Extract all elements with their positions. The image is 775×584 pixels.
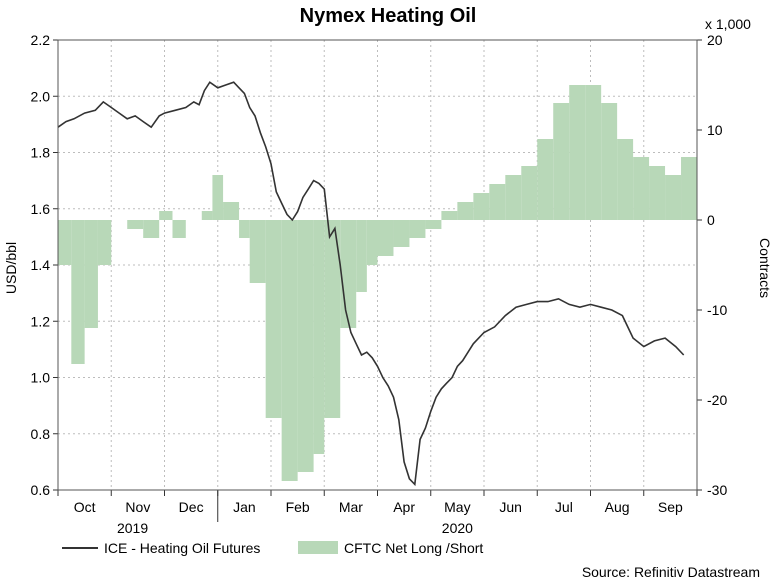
net-position-bar xyxy=(489,184,506,220)
left-axis-tick-label: 0.8 xyxy=(31,426,51,442)
net-position-bar xyxy=(521,166,538,220)
net-position-bar xyxy=(585,85,602,220)
net-position-bar xyxy=(356,220,367,292)
x-axis-month-label: Oct xyxy=(74,499,96,515)
x-axis-month-label: Aug xyxy=(605,499,630,515)
net-position-bar xyxy=(457,202,474,220)
right-axis-title: Contracts xyxy=(757,238,773,298)
net-position-bar xyxy=(601,103,618,220)
right-axis-tick-label: 20 xyxy=(707,32,723,48)
x-axis-month-label: May xyxy=(444,499,470,515)
net-position-bar xyxy=(127,220,144,229)
net-position-bar xyxy=(172,220,186,238)
x-axis-month-label: Jan xyxy=(233,499,256,515)
net-position-bar xyxy=(84,220,98,328)
net-position-bar xyxy=(249,220,266,283)
x-axis-year-label: 2020 xyxy=(442,520,473,536)
right-axis-tick-label: -20 xyxy=(707,392,727,408)
net-position-bar xyxy=(473,193,490,220)
left-axis-tick-label: 1.8 xyxy=(31,145,51,161)
net-position-bar xyxy=(665,175,682,220)
x-axis-year-label: 2019 xyxy=(117,520,148,536)
net-position-bar xyxy=(505,175,522,220)
net-position-bar xyxy=(313,220,325,454)
net-position-bar xyxy=(649,166,666,220)
net-position-bar xyxy=(239,220,250,238)
net-position-bar xyxy=(143,220,160,238)
gridlines xyxy=(57,39,698,491)
net-position-bar xyxy=(553,103,570,220)
legend-item-cftc: CFTC Net Long /Short xyxy=(344,540,483,556)
net-position-bar xyxy=(265,220,282,418)
net-position-bar xyxy=(324,220,341,418)
left-axis-tick-label: 2.0 xyxy=(31,88,51,104)
right-axis-tick-label: -30 xyxy=(707,482,727,498)
net-position-bar xyxy=(340,220,357,328)
legend-area-swatch xyxy=(298,541,338,554)
x-axis-month-label: Nov xyxy=(125,499,150,515)
x-axis-month-label: Feb xyxy=(286,499,310,515)
legend: ICE - Heating Oil Futures CFTC Net Long … xyxy=(62,540,483,556)
left-axis-tick-label: 0.6 xyxy=(31,482,51,498)
net-position-bar xyxy=(441,211,458,220)
chart-title: Nymex Heating Oil xyxy=(300,5,477,27)
net-position-bar xyxy=(617,139,634,220)
net-position-bar xyxy=(569,85,586,220)
net-position-bar xyxy=(71,220,85,364)
net-position-bar xyxy=(409,220,426,238)
net-position-bar xyxy=(681,157,697,220)
x-axis-month-label: Mar xyxy=(339,499,363,515)
net-position-bar xyxy=(159,211,173,220)
x-axis-month-label: Apr xyxy=(393,499,415,515)
x-axis-month-label: Dec xyxy=(179,499,204,515)
left-axis-tick-label: 1.6 xyxy=(31,201,51,217)
net-position-bar xyxy=(223,202,240,220)
net-position-bar xyxy=(425,220,442,229)
x-axis-month-label: Jul xyxy=(555,499,573,515)
net-position-bar xyxy=(201,211,213,220)
left-axis-tick-label: 1.0 xyxy=(31,370,51,386)
net-position-bar xyxy=(633,157,650,220)
net-position-bar xyxy=(297,220,314,472)
left-axis-title: USD/bbl xyxy=(3,242,19,294)
net-position-bars xyxy=(58,85,697,481)
left-axis-tick-label: 1.2 xyxy=(31,313,51,329)
plot-area-frame xyxy=(57,39,698,491)
left-axis-tick-label: 1.4 xyxy=(31,257,51,273)
right-axis-multiplier: x 1,000 xyxy=(705,16,751,32)
x-axis-month-label: Jun xyxy=(499,499,522,515)
net-position-bar xyxy=(281,220,298,481)
right-axis-tick-label: 0 xyxy=(707,212,715,228)
net-position-bar xyxy=(377,220,394,256)
right-axis-tick-label: 10 xyxy=(707,122,723,138)
net-position-bar xyxy=(366,220,378,265)
net-position-bar xyxy=(212,175,224,220)
net-position-bar xyxy=(537,139,554,220)
net-position-bar xyxy=(58,220,72,265)
x-axis-month-label: Sep xyxy=(658,499,683,515)
legend-item-heating-oil: ICE - Heating Oil Futures xyxy=(104,540,260,556)
right-axis-tick-label: -10 xyxy=(707,302,727,318)
source-note: Source: Refinitiv Datastream xyxy=(582,564,760,579)
left-axis-tick-label: 2.2 xyxy=(31,32,51,48)
net-position-bar xyxy=(393,220,410,247)
heating-oil-price-line xyxy=(57,81,685,487)
net-position-bar xyxy=(97,220,112,265)
